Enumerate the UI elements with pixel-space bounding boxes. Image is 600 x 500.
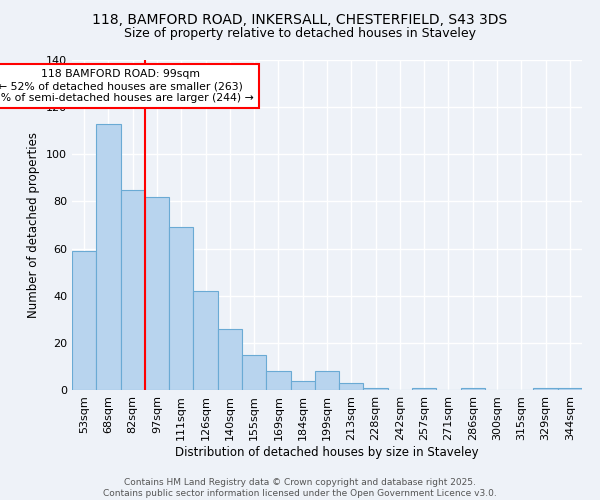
Bar: [266, 371, 290, 390]
Bar: [218, 328, 242, 390]
Bar: [121, 190, 145, 390]
Text: 118, BAMFORD ROAD, INKERSALL, CHESTERFIELD, S43 3DS: 118, BAMFORD ROAD, INKERSALL, CHESTERFIE…: [92, 12, 508, 26]
Bar: [145, 196, 169, 390]
Bar: [96, 124, 121, 390]
Bar: [290, 380, 315, 390]
Bar: [315, 371, 339, 390]
Bar: [72, 251, 96, 390]
Bar: [412, 388, 436, 390]
Bar: [461, 388, 485, 390]
Text: Size of property relative to detached houses in Staveley: Size of property relative to detached ho…: [124, 28, 476, 40]
Text: 118 BAMFORD ROAD: 99sqm
← 52% of detached houses are smaller (263)
48% of semi-d: 118 BAMFORD ROAD: 99sqm ← 52% of detache…: [0, 70, 254, 102]
Bar: [169, 228, 193, 390]
Bar: [339, 383, 364, 390]
X-axis label: Distribution of detached houses by size in Staveley: Distribution of detached houses by size …: [175, 446, 479, 458]
Text: Contains HM Land Registry data © Crown copyright and database right 2025.
Contai: Contains HM Land Registry data © Crown c…: [103, 478, 497, 498]
Bar: [193, 291, 218, 390]
Bar: [364, 388, 388, 390]
Bar: [558, 388, 582, 390]
Bar: [533, 388, 558, 390]
Bar: [242, 354, 266, 390]
Y-axis label: Number of detached properties: Number of detached properties: [28, 132, 40, 318]
